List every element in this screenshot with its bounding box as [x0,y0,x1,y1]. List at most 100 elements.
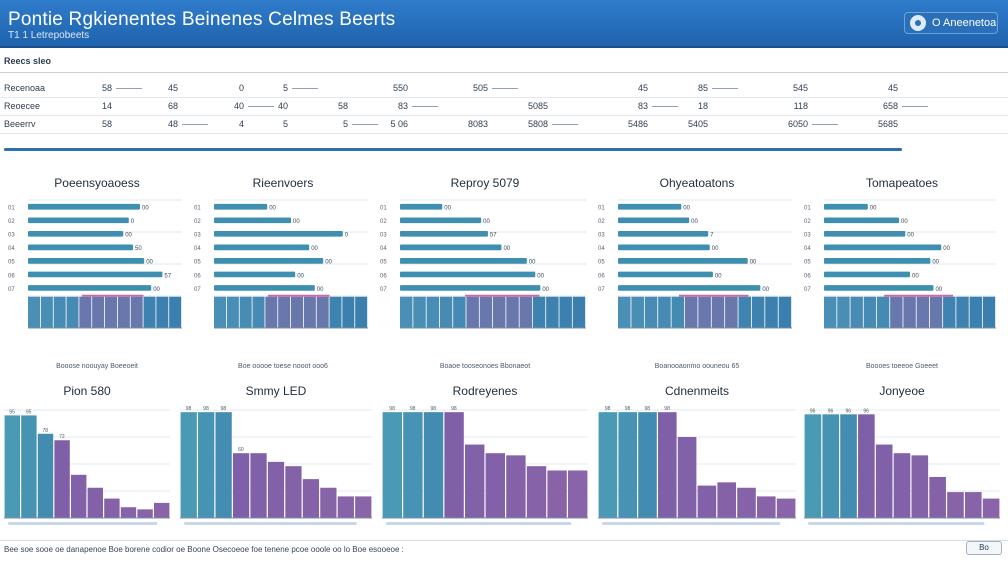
column-bar [214,296,227,328]
bar [875,444,893,518]
summary-accent-bar [4,148,902,151]
chart-plot: 95 95 78 72 [4,409,170,525]
summary-tick [492,88,518,89]
data-label: 00 [537,273,544,279]
data-label: 98 [645,406,651,412]
column-bar [546,296,559,328]
data-label: 98 [203,406,209,412]
column-bar [956,296,969,328]
summary-cell: 5 [342,119,348,129]
summary-tick [812,124,838,125]
data-label: 00 [317,287,324,293]
column-bar [559,296,572,328]
tick-label: 02 [598,219,605,225]
column-bar [252,296,265,328]
bar [824,258,931,264]
scrollbar-track [602,522,781,525]
column-bar [751,296,765,328]
bar [320,487,337,518]
summary-cell: 18 [697,101,708,111]
chart-caption: Boe ooooe toese nooot ooo6 [238,363,328,370]
summary-cell: 83 [637,101,648,111]
bar [214,230,343,237]
column-bar [863,296,877,328]
header-action-button[interactable]: O Aneenetoa [904,12,998,34]
tick-label: 06 [804,273,811,279]
chart-plot: 96 96 96 96 [804,408,1000,525]
bar [618,271,713,278]
footer-button[interactable]: Bo [966,541,1002,555]
column-bar [453,296,466,328]
summary-cell: 5085 [527,101,548,111]
column-bar [738,296,752,328]
chart-plot: 98 98 98 98 [598,406,796,525]
bar [598,412,618,518]
bar [776,498,796,518]
summary-title: Reecs sleo [4,56,52,66]
bar [824,271,910,278]
summary-row-label: Reoecee [4,101,41,111]
data-label: 00 [691,219,698,225]
bar [824,230,906,237]
tick-label: 02 [804,219,811,225]
chart-title: Reproy 5079 [450,176,520,190]
summary-cell: 45 [887,83,898,93]
column-bar [40,296,53,328]
tick-label: 07 [380,287,387,293]
summary-table: Recenoaa 58 45 0 5 550 505 45 85 545 45 Reoecee 14 68… [0,80,1008,134]
footer: Bee soe sooe oe danapenoe Boe borene cod… [0,540,1008,567]
summary-tick [552,124,578,125]
chart-vbar-4: Cdnenmeits 98 98 98 98 [596,384,798,534]
column-bar [943,296,956,328]
chart-vbar-5: Jonyeoe 96 96 96 96 [802,384,1002,534]
bar [444,412,464,518]
bar [618,203,682,210]
summary-cell: 68 [167,101,178,111]
bar [400,217,482,224]
summary-cell: 545 [792,83,808,93]
summary-row-label: Beeerrv [4,119,36,129]
column-bar [969,296,982,328]
chart-hbar-2: Rieenvoers 01 00 02 00 03 0 04 00 05 00 06 00 07 00 B… [192,176,374,370]
tick-label: 04 [8,246,15,252]
tick-label: 07 [8,287,15,293]
column-bar [239,296,252,328]
bar [618,230,709,237]
column-bar [342,296,355,328]
summary-cell: 14 [101,101,112,111]
data-label: 57 [490,233,497,239]
bar [526,466,547,518]
bar [214,217,291,224]
column-bar [876,296,890,328]
column-bar [53,296,66,328]
highlight-band [678,294,749,297]
chart-caption: Boanooaonmo oouneou 65 [654,363,740,370]
bar [697,485,717,518]
column-bar [92,296,105,328]
chart-title: Rodreyenes [452,384,518,398]
column-bar [684,296,698,328]
chart-plot: 01 00 02 00 03 7 04 00 05 00 06 00 07 00 [598,199,792,329]
chart-title: Jonyeoe [879,384,925,398]
data-label: 98 [186,406,192,412]
bar [267,461,285,518]
bar [400,203,443,210]
column-bar [506,296,519,328]
column-bar [355,296,368,328]
tick-label: 02 [380,219,387,225]
data-label: 00 [325,260,332,266]
column-bar [982,296,996,328]
tick-label: 04 [598,246,605,252]
bar [568,470,588,518]
chart-plot: 01 00 02 00 03 00 04 00 05 00 06 00 07 00 [804,199,996,329]
gear-icon [910,15,926,31]
data-label: 00 [870,206,877,212]
bar [21,415,37,518]
column-bar [439,296,453,328]
data-label: 00 [935,287,942,293]
column-bar [725,296,738,328]
column-bar [226,296,239,328]
data-label: 72 [59,434,65,440]
tick-label: 06 [8,273,15,279]
chart-hbar-1: Poeensyoaoess 01 00 02 0 03 00 04 50 05 00 06 57 07 0… [6,176,188,370]
